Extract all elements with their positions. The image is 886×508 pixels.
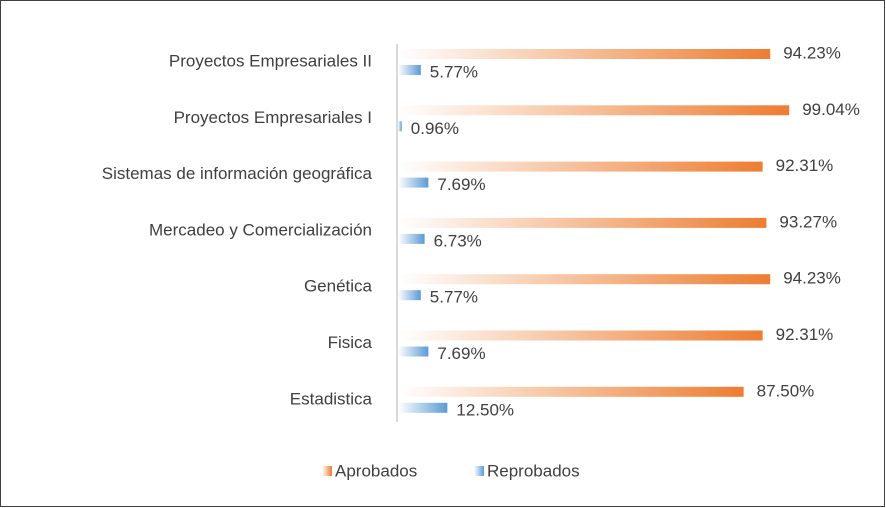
category-label: Proyectos Empresariales II	[169, 51, 372, 70]
bar	[398, 217, 767, 228]
value-label: 12.50%	[456, 400, 514, 419]
value-label: 5.77%	[430, 288, 478, 307]
category-label: Proyectos Empresariales I	[174, 108, 372, 127]
bar	[398, 402, 448, 413]
bar	[398, 121, 402, 132]
value-label: 5.77%	[430, 62, 478, 81]
value-label: 93.27%	[779, 212, 837, 231]
category-label: Sistemas de información geográfica	[102, 164, 373, 183]
bar	[398, 49, 771, 59]
bar	[398, 346, 429, 357]
value-label: 87.50%	[757, 381, 815, 400]
category-label: Genética	[304, 277, 373, 296]
value-label: 94.23%	[783, 43, 841, 62]
category-label: Fisica	[328, 333, 373, 352]
bar	[398, 290, 421, 301]
bar	[398, 177, 429, 188]
bar	[398, 161, 763, 172]
legend-label: Reprobados	[487, 461, 580, 480]
value-label: 0.96%	[411, 119, 459, 138]
category-label: Mercadeo y Comercialización	[149, 220, 372, 239]
value-label: 6.73%	[434, 231, 482, 250]
legend-swatch	[322, 466, 332, 476]
legend-label: Aprobados	[335, 461, 417, 480]
bar	[398, 330, 763, 341]
bar	[398, 233, 425, 244]
value-label: 94.23%	[783, 269, 841, 288]
bar	[398, 386, 744, 397]
value-label: 92.31%	[776, 325, 834, 344]
value-label: 7.69%	[437, 175, 485, 194]
value-label: 92.31%	[776, 156, 834, 175]
bar	[398, 274, 771, 285]
bar	[398, 105, 790, 116]
value-label: 7.69%	[437, 344, 485, 363]
value-label: 99.04%	[802, 100, 860, 119]
bar	[398, 65, 421, 75]
legend-swatch	[474, 466, 484, 476]
category-label: Estadistica	[290, 389, 373, 408]
